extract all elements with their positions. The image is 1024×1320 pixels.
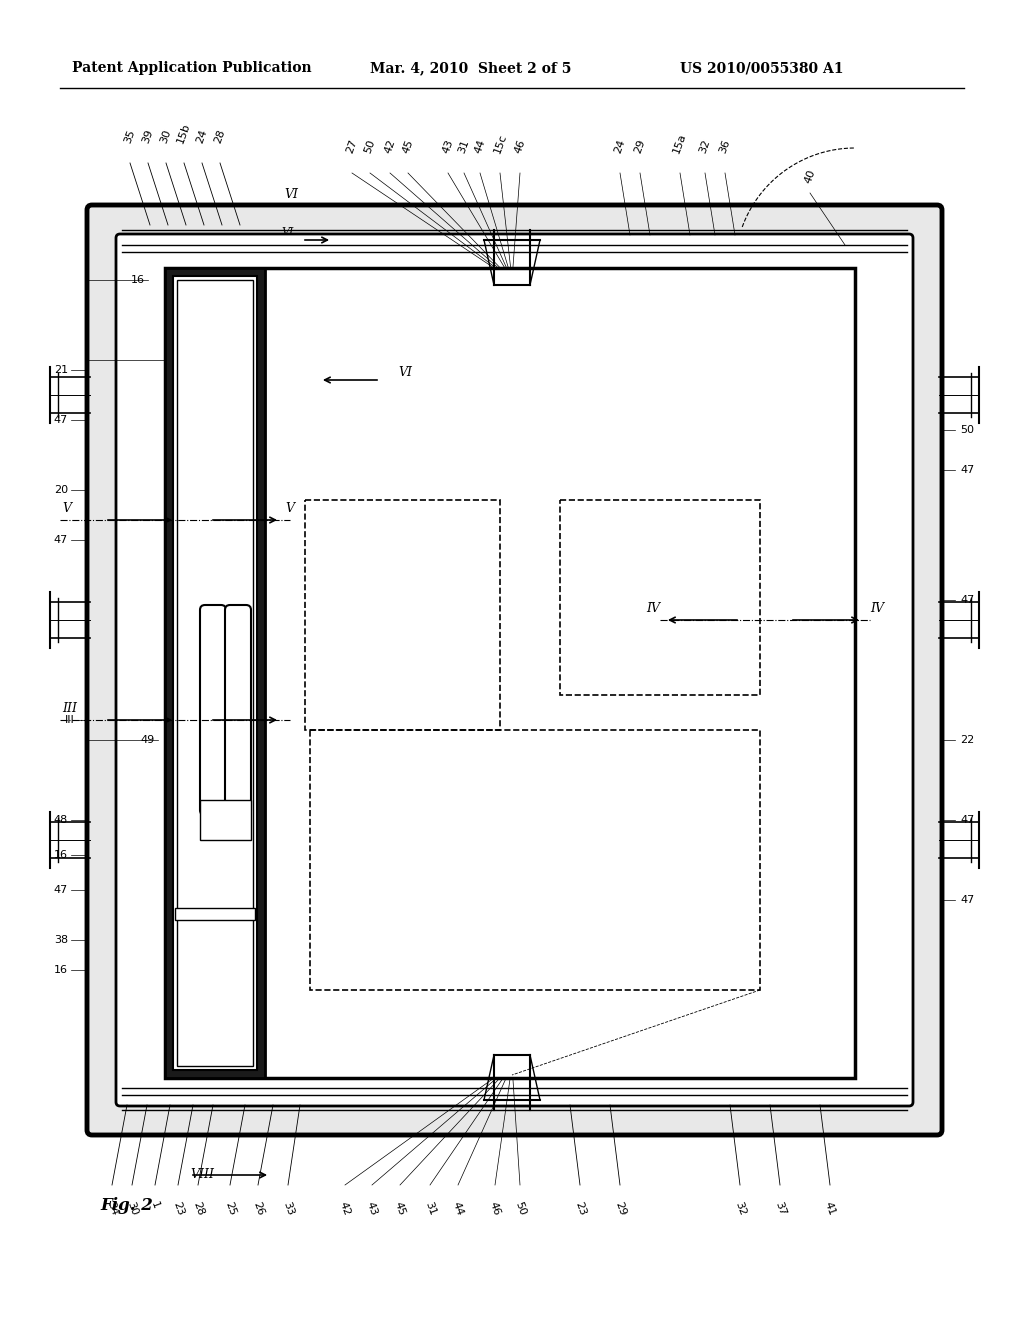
Bar — [173, 276, 257, 1071]
Text: 50: 50 — [362, 139, 377, 154]
Text: 20: 20 — [54, 484, 68, 495]
Text: 45: 45 — [393, 1200, 408, 1217]
Text: 47: 47 — [53, 884, 68, 895]
Text: 23: 23 — [572, 1200, 587, 1217]
Bar — [175, 908, 255, 920]
Text: V: V — [285, 502, 294, 515]
Text: 39: 39 — [141, 128, 155, 145]
Text: 47: 47 — [961, 895, 974, 906]
Text: 47: 47 — [53, 414, 68, 425]
Text: Fig. 2: Fig. 2 — [100, 1196, 153, 1213]
Text: 47: 47 — [961, 814, 974, 825]
Text: 21: 21 — [54, 366, 68, 375]
Text: 25: 25 — [223, 1200, 238, 1217]
Text: Patent Application Publication: Patent Application Publication — [72, 61, 311, 75]
Text: 43: 43 — [365, 1200, 379, 1217]
Text: 27: 27 — [345, 139, 359, 154]
FancyBboxPatch shape — [116, 234, 913, 1106]
Text: 47: 47 — [961, 465, 974, 475]
Bar — [310, 730, 760, 990]
Text: VIII: VIII — [190, 1168, 214, 1181]
Text: V: V — [62, 502, 71, 515]
Text: 30: 30 — [125, 1200, 139, 1217]
FancyBboxPatch shape — [200, 605, 226, 814]
Text: 29: 29 — [613, 1200, 627, 1217]
Text: 31: 31 — [423, 1200, 437, 1217]
Bar — [200, 800, 251, 840]
Text: 24: 24 — [613, 139, 627, 154]
FancyBboxPatch shape — [225, 605, 251, 814]
Text: 30: 30 — [159, 128, 173, 145]
Text: III: III — [66, 715, 75, 725]
Text: 22: 22 — [961, 735, 974, 744]
Text: 29: 29 — [633, 139, 647, 154]
Text: 44: 44 — [473, 139, 487, 154]
Bar — [560, 500, 760, 696]
Text: 23: 23 — [171, 1200, 185, 1217]
Text: 50: 50 — [961, 425, 974, 436]
Text: 37: 37 — [773, 1200, 787, 1217]
Text: 32: 32 — [733, 1200, 748, 1217]
Text: 16: 16 — [54, 965, 68, 975]
Bar — [305, 500, 500, 730]
Text: 40: 40 — [803, 169, 817, 185]
Text: III: III — [62, 701, 77, 714]
Text: 43: 43 — [441, 139, 455, 154]
Text: 28: 28 — [190, 1200, 205, 1217]
Text: 16: 16 — [54, 850, 68, 861]
Text: 36: 36 — [718, 139, 732, 154]
Text: IV: IV — [646, 602, 660, 615]
Text: 15a: 15a — [672, 132, 688, 154]
Text: 47: 47 — [961, 595, 974, 605]
Text: 48: 48 — [53, 814, 68, 825]
Text: 26: 26 — [251, 1200, 265, 1217]
Text: 46: 46 — [487, 1200, 502, 1217]
Text: 16: 16 — [131, 275, 145, 285]
Text: VI: VI — [282, 227, 294, 238]
Text: 49: 49 — [140, 735, 155, 744]
Text: 45: 45 — [400, 139, 415, 154]
Text: IV: IV — [870, 602, 884, 615]
Text: 50: 50 — [513, 1200, 527, 1217]
Text: US 2010/0055380 A1: US 2010/0055380 A1 — [680, 61, 844, 75]
Bar — [165, 268, 265, 1078]
Bar — [165, 268, 855, 1078]
Text: 34: 34 — [104, 1200, 119, 1217]
Text: 32: 32 — [698, 139, 712, 154]
Text: 35: 35 — [123, 128, 137, 145]
Bar — [177, 280, 253, 1067]
Text: 42: 42 — [383, 139, 397, 154]
FancyBboxPatch shape — [87, 205, 942, 1135]
Text: 44: 44 — [451, 1200, 465, 1217]
Text: 33: 33 — [281, 1200, 295, 1217]
Text: 1: 1 — [150, 1200, 161, 1210]
Text: VI: VI — [284, 189, 298, 202]
Text: 15c: 15c — [492, 133, 508, 154]
Text: 15b: 15b — [176, 121, 193, 145]
Text: Mar. 4, 2010  Sheet 2 of 5: Mar. 4, 2010 Sheet 2 of 5 — [370, 61, 571, 75]
Text: 51: 51 — [181, 355, 195, 366]
Text: 38: 38 — [54, 935, 68, 945]
Text: 24: 24 — [195, 128, 209, 145]
Text: 41: 41 — [823, 1200, 837, 1217]
Text: VI: VI — [398, 366, 412, 379]
Text: 28: 28 — [213, 128, 227, 145]
Text: 46: 46 — [513, 139, 527, 154]
Text: 31: 31 — [457, 139, 471, 154]
Text: 47: 47 — [53, 535, 68, 545]
Text: 42: 42 — [338, 1200, 352, 1217]
